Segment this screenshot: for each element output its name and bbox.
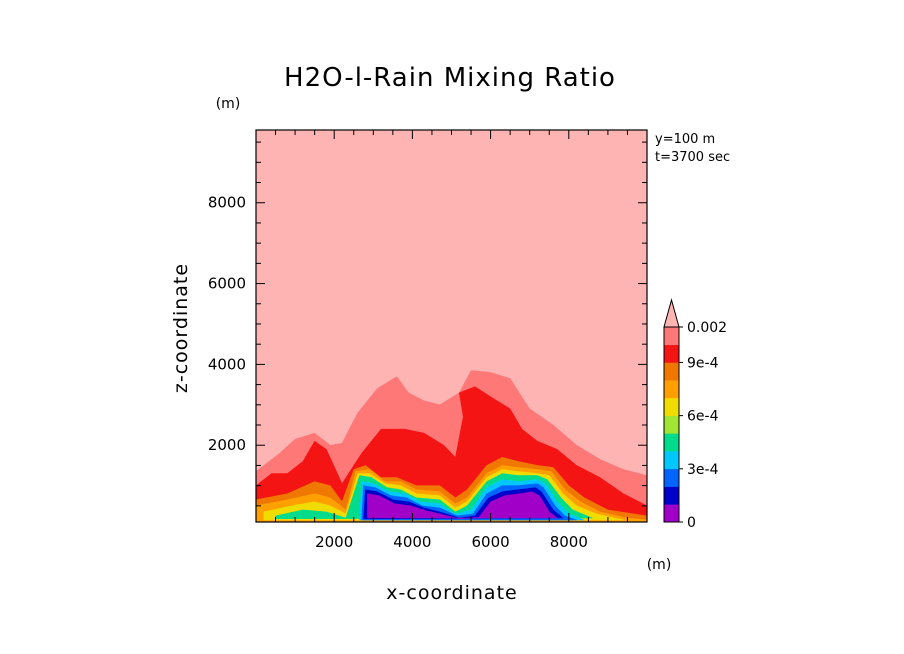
colorbar-frame — [663, 326, 680, 523]
info-t: t=3700 sec — [655, 150, 730, 165]
x-unit-label: (m) — [647, 557, 672, 573]
colorbar: 0 3e-4 6e-4 9e-4 0.002 — [663, 298, 727, 531]
colorbar-segment — [664, 433, 679, 452]
colorbar-tick-label: 0 — [687, 515, 696, 531]
colorbar-tick-label: 9e-4 — [687, 355, 719, 371]
colorbar-segment — [664, 504, 679, 523]
y-axis: 2000 4000 6000 8000 — [208, 141, 647, 507]
x-axis-label: x-coordinate — [386, 582, 517, 604]
colorbar-segment — [664, 327, 679, 346]
contour-region-level-0 — [367, 491, 558, 520]
x-tick-label: 8000 — [550, 533, 588, 551]
colorbar-tick-label: 6e-4 — [687, 409, 719, 425]
colorbar-segment — [664, 451, 679, 470]
info-y: y=100 m — [655, 132, 715, 147]
colorbar-segment — [664, 468, 679, 487]
colorbar-segment — [664, 344, 679, 363]
x-tick-label: 6000 — [472, 533, 510, 551]
x-axis: 2000 4000 6000 8000 — [275, 130, 628, 551]
plot-area — [256, 130, 647, 522]
x-tick-label: 2000 — [315, 533, 353, 551]
y-tick-label: 8000 — [208, 194, 246, 212]
y-tick-label: 2000 — [208, 436, 246, 454]
colorbar-segment — [664, 486, 679, 505]
colorbar-tick-label: 0.002 — [687, 320, 727, 336]
y-unit-label: (m) — [216, 96, 241, 112]
colorbar-segment — [664, 397, 679, 416]
chart-title: H2O-l-Rain Mixing Ratio — [284, 63, 616, 93]
contour-regions — [256, 370, 647, 522]
colorbar-tick-label: 3e-4 — [687, 462, 719, 478]
y-tick-label: 4000 — [208, 355, 246, 373]
colorbar-extend-arrow — [663, 298, 680, 328]
y-tick-label: 6000 — [208, 275, 246, 293]
colorbar-segment — [664, 380, 679, 399]
colorbar-segment — [664, 415, 679, 434]
y-axis-label: z-coordinate — [170, 263, 192, 393]
x-tick-label: 4000 — [393, 533, 431, 551]
colorbar-segment — [664, 362, 679, 381]
